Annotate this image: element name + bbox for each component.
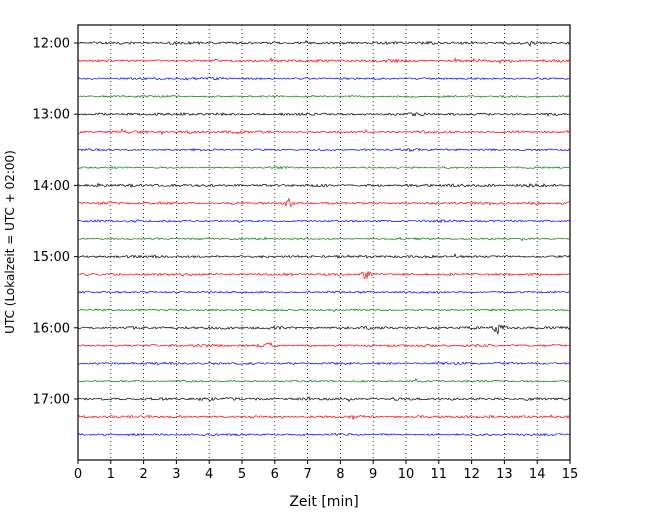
trace-12:00 (77, 39, 571, 47)
trace-15:45 (77, 308, 571, 313)
x-tick-label-8: 8 (336, 467, 344, 482)
x-tick-label-14: 14 (529, 467, 546, 482)
x-tick-label-6: 6 (271, 467, 279, 482)
minute-gridlines (77, 25, 571, 460)
x-tick-label-15: 15 (562, 467, 579, 482)
y-axis-label: UTC (Lokalzeit = UTC + 02:00) (3, 150, 17, 334)
trace-16:15 (77, 342, 571, 348)
x-tick-label-5: 5 (238, 467, 246, 482)
hour-label-14:00: 14:00 (33, 179, 70, 194)
x-tick-label-12: 12 (463, 467, 480, 482)
hour-label-17:00: 17:00 (33, 393, 70, 408)
trace-15:30 (77, 290, 571, 294)
trace-17:15 (77, 414, 571, 421)
hour-label-15:00: 15:00 (33, 250, 70, 265)
trace-15:15 (77, 271, 571, 280)
x-tick-label-10: 10 (398, 467, 415, 482)
trace-12:15 (77, 57, 571, 65)
x-tick-label-4: 4 (205, 467, 213, 482)
x-tick-label-0: 0 (74, 467, 82, 482)
trace-13:00 (77, 111, 571, 117)
trace-15:00 (77, 253, 571, 259)
hour-label-12:00: 12:00 (33, 37, 70, 52)
trace-13:30 (77, 147, 571, 153)
trace-13:45 (77, 165, 571, 170)
x-tick-label-13: 13 (496, 467, 513, 482)
x-tick-label-1: 1 (107, 467, 115, 482)
trace-13:15 (77, 128, 571, 136)
trace-12:45 (77, 94, 571, 98)
trace-16:30 (77, 361, 571, 366)
hour-label-13:00: 13:00 (33, 108, 70, 123)
hour-labels: 12:00 13:00 14:00 15:00 16:00 17:00 (33, 37, 70, 408)
x-tick-label-2: 2 (139, 467, 147, 482)
trace-16:00 (77, 324, 571, 336)
trace-17:00 (77, 396, 571, 403)
hour-label-16:00: 16:00 (33, 321, 70, 336)
trace-14:00 (77, 182, 571, 188)
x-tick-label-9: 9 (369, 467, 377, 482)
trace-17:30 (77, 432, 571, 437)
trace-16:45 (77, 378, 571, 383)
x-tick-label-11: 11 (431, 467, 448, 482)
plot-frame (77, 24, 571, 461)
x-tick-label-3: 3 (172, 467, 180, 482)
x-tick-label-7: 7 (303, 467, 311, 482)
trace-12:30 (77, 76, 571, 81)
trace-14:30 (77, 219, 571, 224)
trace-14:15 (77, 197, 571, 208)
traces-group (77, 39, 571, 437)
x-axis-label: Zeit [min] (289, 494, 358, 510)
x-tick-labels: 0 1 2 3 4 5 6 7 8 9 10 11 12 13 14 15 (74, 467, 578, 482)
trace-14:45 (77, 236, 571, 242)
axis-ticks (74, 42, 571, 464)
